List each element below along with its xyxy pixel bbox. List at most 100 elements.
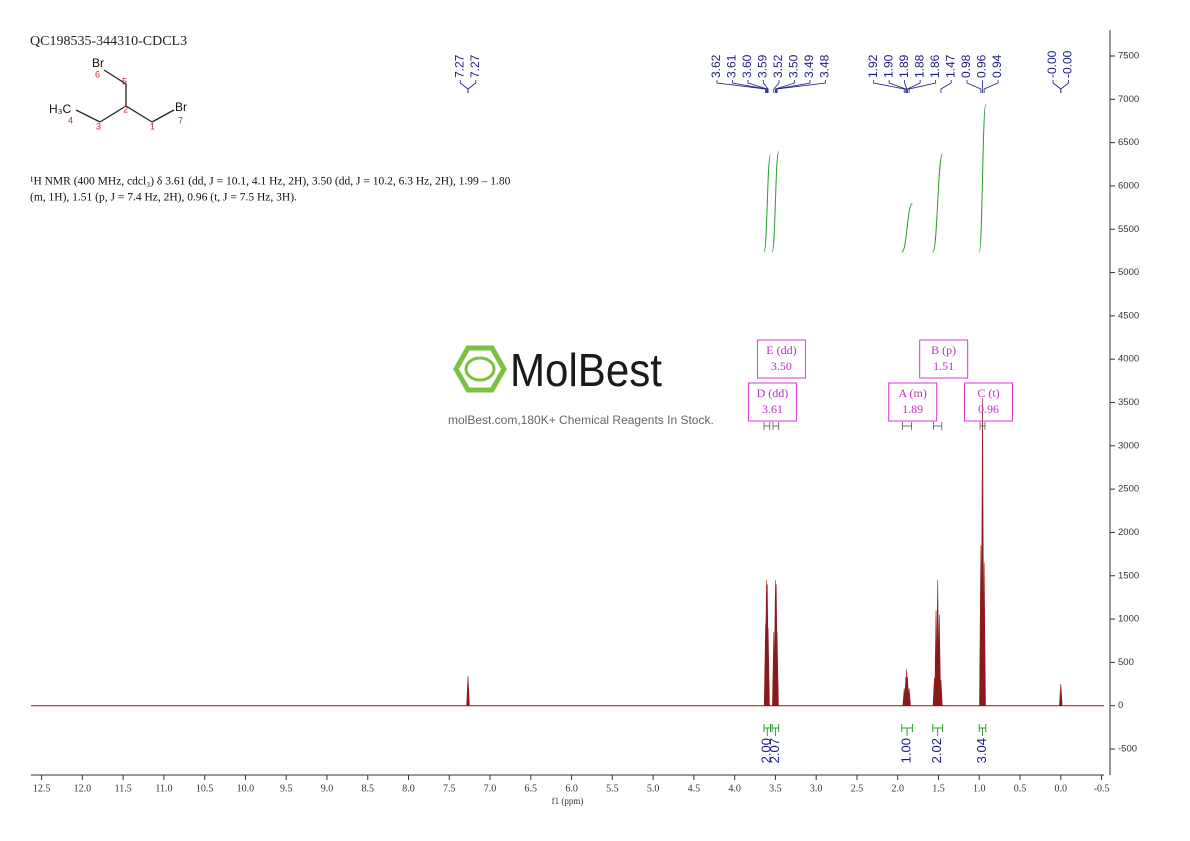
atom-label: Br xyxy=(92,56,104,70)
atom-number: 1 xyxy=(150,121,155,131)
y-tick-label: 4000 xyxy=(1118,354,1139,365)
peak-label: 1.90 xyxy=(881,54,895,78)
peak-connector xyxy=(888,80,907,93)
integral-curve xyxy=(771,151,780,253)
multiplet-label: E (dd) xyxy=(766,343,796,357)
integral-curve xyxy=(932,153,944,253)
atom-label: H₃C xyxy=(49,102,72,116)
x-tick-label: 5.5 xyxy=(606,783,619,794)
brand: MolBest xyxy=(510,344,662,396)
y-tick-label: 1000 xyxy=(1118,614,1139,625)
y-tick-label: 1500 xyxy=(1118,570,1139,581)
peak-label: 1.47 xyxy=(943,54,957,78)
x-tick-label: 2.0 xyxy=(891,783,904,794)
atom-label: Br xyxy=(175,100,187,114)
multiplet-shift: 3.50 xyxy=(771,359,792,373)
integral-label: 2.00 xyxy=(759,738,774,763)
peak-connector xyxy=(747,80,768,93)
bond xyxy=(151,109,175,123)
multiplet-shift: 3.61 xyxy=(762,402,783,416)
peak-connector xyxy=(732,80,767,93)
bond xyxy=(103,69,127,85)
multiplet-label: D (dd) xyxy=(757,386,789,400)
tagline: molBest.com,180K+ Chemical Reagents In S… xyxy=(448,413,714,427)
description: (m, 1H), 1.51 (p, J = 7.4 Hz, 2H), 0.96 … xyxy=(30,192,297,204)
y-tick-label: 500 xyxy=(1118,657,1134,668)
y-tick-label: 5000 xyxy=(1118,267,1139,278)
structure xyxy=(75,69,175,123)
multiplet-shift: 0.96 xyxy=(978,402,999,416)
y-tick-label: 2000 xyxy=(1118,527,1139,538)
atom-number: 2 xyxy=(123,104,128,114)
peak xyxy=(766,627,770,706)
peak-connector xyxy=(716,80,767,93)
peak-connector xyxy=(763,80,769,93)
peak-label: 3.60 xyxy=(740,54,754,78)
y-tick-label: 5500 xyxy=(1118,224,1139,235)
peak-connector xyxy=(1060,80,1069,93)
peak-connector xyxy=(966,80,982,93)
peak-label: 3.59 xyxy=(756,54,770,78)
peak-label: 7.27 xyxy=(468,54,482,78)
peak-label: 3.52 xyxy=(771,54,785,78)
x-tick-label: 10.5 xyxy=(196,783,214,794)
peak-label: 7.27 xyxy=(452,54,466,78)
multiplet-box xyxy=(919,339,969,379)
integral-label: 2.02 xyxy=(929,738,944,763)
peak-connector xyxy=(904,80,908,93)
y-tick-label: -500 xyxy=(1118,744,1137,755)
x-tick-label: 3.0 xyxy=(810,783,823,794)
watermark: MolBest molBest.com,180K+ Chemical Reage… xyxy=(448,344,714,427)
x-tick-label: 6.5 xyxy=(525,783,538,794)
peak-label: 0.96 xyxy=(975,54,989,78)
x-tick-label: 5.0 xyxy=(647,783,660,794)
multiplet-box xyxy=(747,382,797,422)
multiplet-label: A (m) xyxy=(899,386,927,400)
bond xyxy=(75,109,101,123)
logo-hexagon xyxy=(453,345,507,393)
peak-label: 3.62 xyxy=(709,54,723,78)
multiplet-box xyxy=(756,339,806,379)
x-tick-label: 11.0 xyxy=(155,783,172,794)
x-tick-label: 1.5 xyxy=(932,783,945,794)
y-tick-label: 7500 xyxy=(1118,51,1139,62)
x-tick-label: 12.5 xyxy=(33,783,51,794)
peak xyxy=(466,676,470,706)
peak-label: 3.61 xyxy=(725,54,739,78)
integral-label: 1.00 xyxy=(899,738,914,763)
multiplet-box xyxy=(964,382,1014,422)
multiplet-label: B (p) xyxy=(931,343,956,357)
peak-connector xyxy=(776,80,826,93)
y-tick-label: 4500 xyxy=(1118,310,1139,321)
peak-label: 1.92 xyxy=(866,54,880,78)
x-tick-label: 4.0 xyxy=(728,783,741,794)
y-tick-label: 6500 xyxy=(1118,137,1139,148)
peak-label: 0.94 xyxy=(990,54,1004,78)
integral-label: 3.04 xyxy=(974,738,989,763)
y-tick-label: 0 xyxy=(1118,700,1123,711)
peak-label: 0.98 xyxy=(959,54,973,78)
peak xyxy=(907,688,911,706)
y-tick-label: 2500 xyxy=(1118,484,1139,495)
atom-number: 5 xyxy=(122,76,127,86)
integral-curve xyxy=(763,154,772,253)
bond xyxy=(125,105,153,123)
peak-connector xyxy=(459,80,469,93)
peak-connector xyxy=(983,80,999,93)
peak xyxy=(1059,684,1063,706)
x-axis-label: f1 (ppm) xyxy=(552,796,584,806)
x-tick-label: 7.0 xyxy=(484,783,497,794)
chart-title: QC198535-344310-CDCL3 xyxy=(30,34,187,49)
integral-curve xyxy=(901,203,913,253)
peak-label: 3.48 xyxy=(818,54,832,78)
peak-label: -0.00 xyxy=(1061,50,1075,78)
x-tick-label: 8.0 xyxy=(402,783,415,794)
atom-number: 6 xyxy=(95,69,100,79)
peak-label: 3.49 xyxy=(802,54,816,78)
multiplet-box xyxy=(888,382,938,422)
x-tick-label: 0.5 xyxy=(1014,783,1027,794)
peak-label: 1.86 xyxy=(928,54,942,78)
x-tick-label: 9.0 xyxy=(321,783,334,794)
peak-connector xyxy=(908,80,937,93)
